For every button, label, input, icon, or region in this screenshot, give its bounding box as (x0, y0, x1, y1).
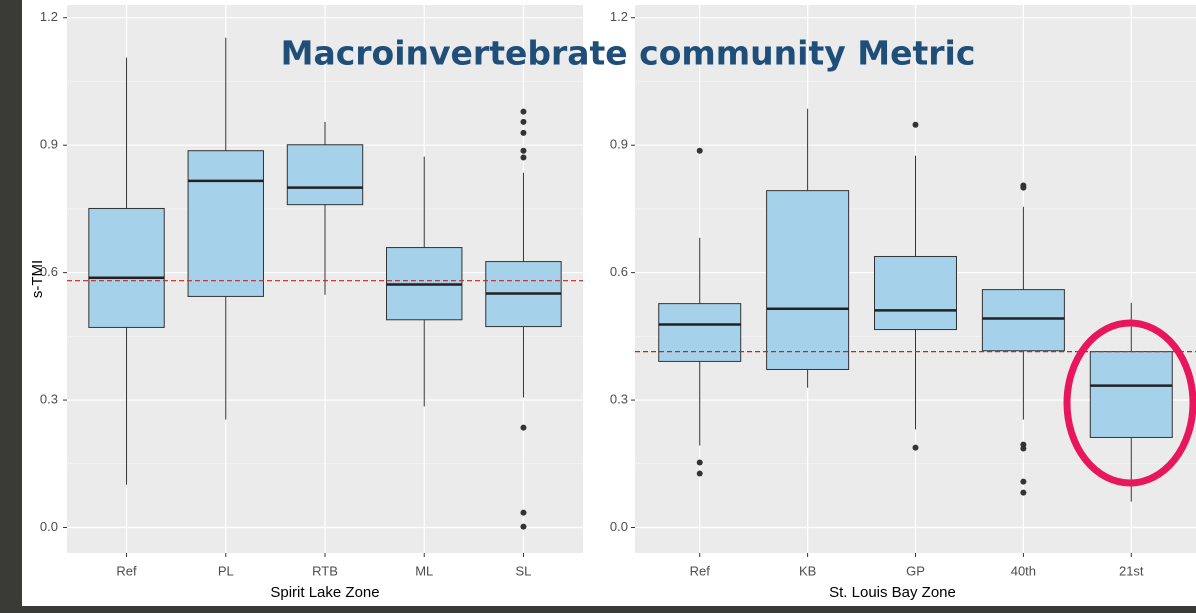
outlier (520, 118, 527, 125)
outlier (1020, 478, 1027, 485)
outlier (520, 129, 527, 136)
box (1089, 351, 1173, 438)
outlier (520, 108, 527, 115)
y-tick-label: 0.9 (610, 137, 628, 152)
x-axis-label: Spirit Lake Zone (270, 584, 379, 601)
outlier (520, 424, 527, 431)
outlier (696, 470, 703, 477)
y-tick-label: 1.2 (40, 9, 58, 24)
x-tick-label: SL (516, 563, 532, 578)
y-tick-label: 0.0 (610, 519, 628, 534)
outlier (1020, 489, 1027, 496)
panels: 0.0 0.3 0.6 0.9 1.2 Ref PL RTB ML SL Spirit Lake Z… (29, 5, 1196, 601)
x-tick-label: PL (218, 563, 234, 578)
x-tick-label: RTB (312, 563, 338, 578)
outlier (520, 523, 527, 530)
box (88, 207, 165, 328)
x-tick-label: ML (415, 563, 433, 578)
y-tick-label: 0.3 (610, 392, 628, 407)
x-tick-label: GP (906, 563, 925, 578)
box (658, 303, 742, 362)
x-tick-label: 21st (1119, 563, 1144, 578)
x-axis-label: St. Louis Bay Zone (829, 584, 956, 601)
box (187, 150, 264, 297)
outlier (912, 121, 919, 128)
outlier (1020, 184, 1027, 191)
outlier (1020, 445, 1027, 452)
chart-title: Macroinvertebrate community Metric (281, 34, 976, 73)
x-tick-label: Ref (116, 563, 137, 578)
y-tick-label: 1.2 (610, 9, 628, 24)
x-tick-label: Ref (690, 563, 711, 578)
outlier (696, 147, 703, 154)
box (874, 255, 957, 331)
y-tick-label: 0.0 (40, 519, 58, 534)
y-tick-label: 0.9 (40, 137, 58, 152)
outlier (696, 459, 703, 466)
outlier (912, 444, 919, 451)
x-tick-label: KB (799, 563, 816, 578)
x-tick-label: 40th (1011, 563, 1036, 578)
outlier (520, 147, 527, 154)
box (981, 289, 1065, 352)
highlight-circle (1063, 319, 1196, 487)
outlier (520, 154, 527, 161)
y-tick-label: 0.3 (40, 392, 58, 407)
box (286, 144, 364, 206)
y-tick-label: 0.6 (610, 264, 628, 279)
y-tick-label: 0.6 (40, 264, 58, 279)
outlier (520, 509, 527, 516)
box (766, 190, 850, 370)
y-axis-label: s-TMI (29, 260, 46, 298)
